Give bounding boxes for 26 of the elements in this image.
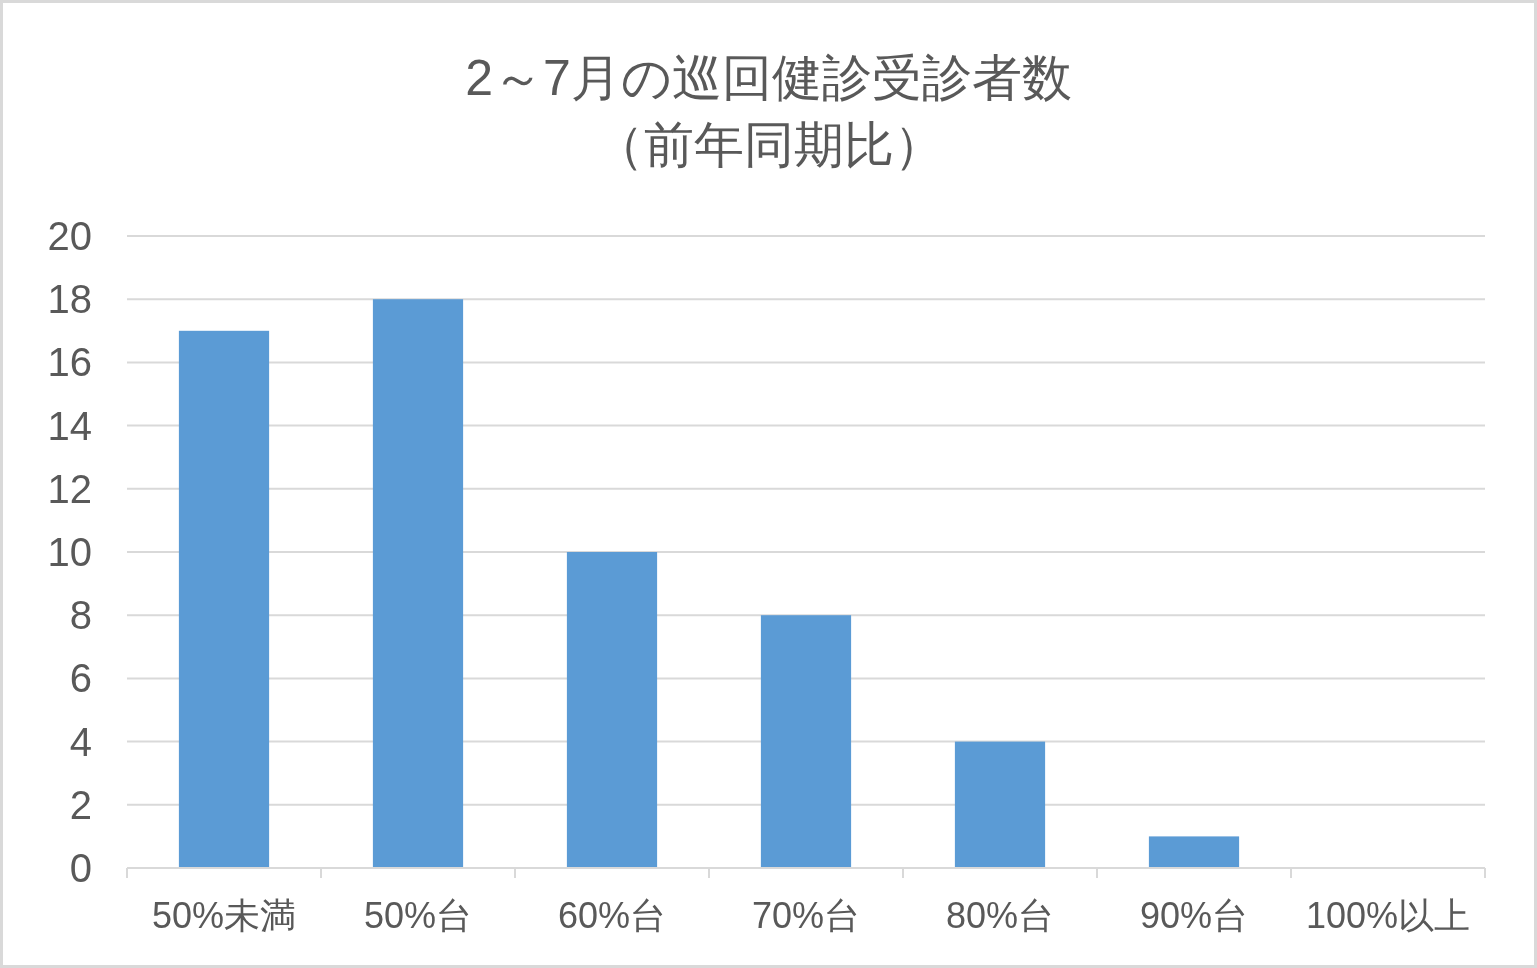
x-tick-label: 50%未満 xyxy=(151,895,297,936)
y-tick-label: 4 xyxy=(69,719,92,764)
bar xyxy=(566,552,658,868)
bar xyxy=(178,330,270,868)
y-tick-label: 20 xyxy=(47,214,92,258)
y-tick-label: 16 xyxy=(47,340,92,385)
chart-title: 2～7月の巡回健診受診者数 xyxy=(465,50,1072,106)
x-tick-label: 70%台 xyxy=(751,895,861,936)
x-tick-label: 80%台 xyxy=(945,895,1055,936)
chart-subtitle: （前年同期比） xyxy=(593,117,944,173)
x-tick-label: 50%台 xyxy=(363,895,473,936)
y-tick-label: 12 xyxy=(47,466,92,511)
bar xyxy=(1148,836,1240,868)
x-tick-label: 60%台 xyxy=(557,895,667,936)
bar xyxy=(954,741,1046,868)
y-tick-label: 2 xyxy=(69,782,92,827)
y-tick-label: 0 xyxy=(69,846,92,890)
bar xyxy=(372,299,464,868)
y-tick-label: 8 xyxy=(69,593,92,638)
bar xyxy=(760,615,852,868)
y-tick-label: 6 xyxy=(69,656,92,701)
y-tick-label: 18 xyxy=(47,277,92,322)
x-tick-label: 90%台 xyxy=(1139,895,1249,936)
y-tick-label: 14 xyxy=(47,403,92,448)
x-tick-label: 100%以上 xyxy=(1305,895,1471,936)
y-tick-label: 10 xyxy=(47,530,92,574)
